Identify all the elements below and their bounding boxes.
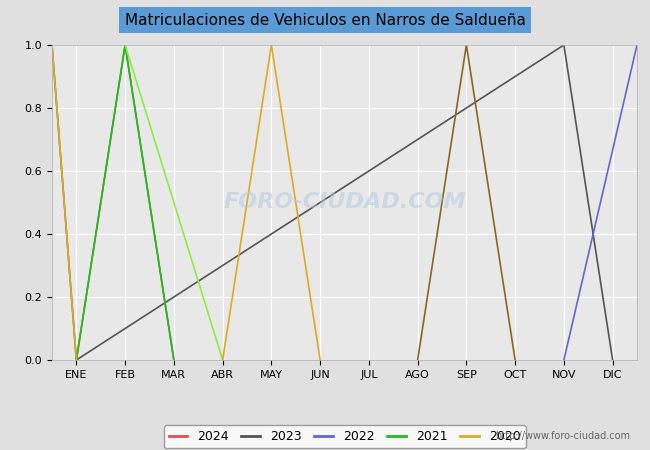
Text: http://www.foro-ciudad.com: http://www.foro-ciudad.com	[495, 431, 630, 441]
Text: FORO-CIUDAD.COM: FORO-CIUDAD.COM	[223, 193, 466, 212]
Text: Matriculaciones de Vehiculos en Narros de Saldueña: Matriculaciones de Vehiculos en Narros d…	[125, 13, 525, 28]
Legend: 2024, 2023, 2022, 2021, 2020: 2024, 2023, 2022, 2021, 2020	[164, 425, 525, 448]
